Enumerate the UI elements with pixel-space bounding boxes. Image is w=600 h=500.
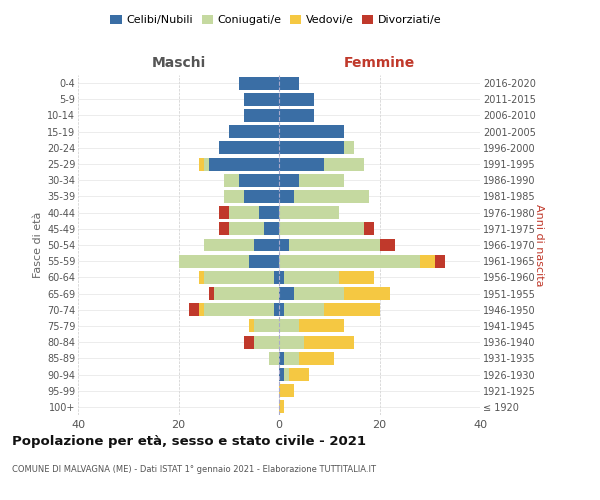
- Bar: [199, 304, 203, 316]
- Bar: [188, 304, 199, 316]
- Bar: [289, 368, 309, 381]
- Bar: [279, 368, 284, 381]
- Bar: [239, 76, 279, 90]
- Bar: [229, 125, 279, 138]
- Bar: [203, 271, 274, 284]
- Bar: [279, 142, 344, 154]
- Y-axis label: Fasce di età: Fasce di età: [32, 212, 43, 278]
- Bar: [244, 93, 279, 106]
- Bar: [344, 287, 389, 300]
- Bar: [218, 222, 229, 235]
- Bar: [279, 158, 324, 170]
- Bar: [279, 304, 284, 316]
- Bar: [203, 158, 209, 170]
- Bar: [279, 271, 284, 284]
- Text: Femmine: Femmine: [344, 56, 415, 70]
- Bar: [284, 368, 289, 381]
- Bar: [294, 190, 370, 203]
- Bar: [279, 320, 299, 332]
- Text: Maschi: Maschi: [151, 56, 206, 70]
- Bar: [279, 93, 314, 106]
- Bar: [279, 400, 284, 413]
- Bar: [279, 384, 294, 397]
- Bar: [239, 174, 279, 186]
- Bar: [274, 304, 279, 316]
- Bar: [279, 206, 340, 219]
- Bar: [259, 206, 279, 219]
- Bar: [254, 320, 279, 332]
- Bar: [179, 254, 249, 268]
- Bar: [209, 287, 214, 300]
- Bar: [279, 76, 299, 90]
- Bar: [420, 254, 435, 268]
- Bar: [224, 190, 244, 203]
- Bar: [203, 238, 254, 252]
- Bar: [218, 206, 229, 219]
- Bar: [299, 352, 334, 365]
- Bar: [214, 287, 279, 300]
- Bar: [284, 304, 324, 316]
- Y-axis label: Anni di nascita: Anni di nascita: [534, 204, 544, 286]
- Bar: [380, 238, 395, 252]
- Bar: [324, 158, 364, 170]
- Bar: [249, 320, 254, 332]
- Bar: [289, 238, 380, 252]
- Bar: [324, 304, 380, 316]
- Bar: [279, 336, 304, 348]
- Bar: [279, 254, 420, 268]
- Bar: [229, 206, 259, 219]
- Bar: [299, 320, 344, 332]
- Bar: [284, 352, 299, 365]
- Bar: [279, 190, 294, 203]
- Bar: [199, 271, 203, 284]
- Bar: [218, 142, 279, 154]
- Bar: [344, 142, 355, 154]
- Bar: [244, 190, 279, 203]
- Bar: [279, 125, 344, 138]
- Bar: [203, 304, 274, 316]
- Bar: [299, 174, 344, 186]
- Bar: [364, 222, 374, 235]
- Bar: [269, 352, 279, 365]
- Bar: [340, 271, 374, 284]
- Bar: [254, 336, 279, 348]
- Bar: [224, 174, 239, 186]
- Bar: [279, 352, 284, 365]
- Bar: [274, 271, 279, 284]
- Bar: [279, 222, 364, 235]
- Bar: [279, 238, 289, 252]
- Bar: [435, 254, 445, 268]
- Bar: [294, 287, 344, 300]
- Bar: [209, 158, 279, 170]
- Bar: [254, 238, 279, 252]
- Bar: [199, 158, 203, 170]
- Legend: Celibi/Nubili, Coniugati/e, Vedovi/e, Divorziati/e: Celibi/Nubili, Coniugati/e, Vedovi/e, Di…: [106, 10, 446, 30]
- Bar: [279, 287, 294, 300]
- Bar: [279, 174, 299, 186]
- Bar: [229, 222, 264, 235]
- Bar: [249, 254, 279, 268]
- Bar: [264, 222, 279, 235]
- Text: Popolazione per età, sesso e stato civile - 2021: Popolazione per età, sesso e stato civil…: [12, 435, 366, 448]
- Bar: [284, 271, 340, 284]
- Text: COMUNE DI MALVAGNA (ME) - Dati ISTAT 1° gennaio 2021 - Elaborazione TUTTITALIA.I: COMUNE DI MALVAGNA (ME) - Dati ISTAT 1° …: [12, 465, 376, 474]
- Bar: [244, 109, 279, 122]
- Bar: [244, 336, 254, 348]
- Bar: [279, 109, 314, 122]
- Bar: [304, 336, 355, 348]
